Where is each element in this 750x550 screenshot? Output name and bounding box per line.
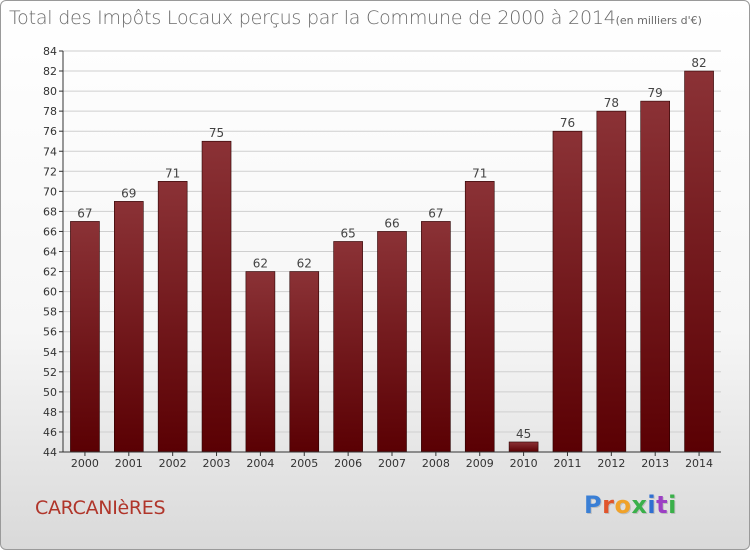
y-tick-label: 68: [43, 205, 57, 218]
y-tick-label: 70: [43, 185, 57, 198]
y-tick-label: 74: [43, 145, 57, 158]
value-label: 82: [691, 56, 706, 70]
bar-2013: [640, 100, 671, 453]
value-label: 67: [77, 206, 92, 220]
x-tick-label: 2011: [553, 457, 581, 470]
y-tick-label: 78: [43, 105, 57, 118]
x-tick-label: 2008: [422, 457, 450, 470]
bar-2012: [596, 110, 627, 453]
chart-title-main: Total des Impôts Locaux perçus par la Co…: [9, 7, 616, 29]
y-tick-label: 80: [43, 85, 57, 98]
value-label: 71: [472, 166, 487, 180]
y-tick-label: 48: [43, 406, 57, 419]
axes: 44 46 48 50 52 54 56 58 60 62 64 66 68 70 72 74 76 78 80 82…: [43, 45, 721, 470]
value-label: 75: [209, 126, 224, 140]
commune-name: CARCANIèRES: [35, 497, 166, 519]
logo-letter: P: [584, 491, 603, 519]
bar-2006: [333, 241, 363, 453]
value-label: 62: [253, 257, 268, 271]
bar-2014: [684, 70, 714, 453]
logo-letter: r: [602, 491, 615, 519]
x-tick-label: 2006: [334, 457, 362, 470]
x-tick-label: 2012: [597, 457, 625, 470]
proxiti-logo: Proxiti: [584, 491, 677, 519]
y-tick-label: 52: [43, 366, 57, 379]
y-tick-label: 72: [43, 165, 57, 178]
x-tick-label: 2007: [378, 457, 406, 470]
bar-2002: [157, 181, 188, 453]
bar-2003: [201, 140, 232, 453]
bar-2010: [508, 441, 539, 453]
y-tick-label: 62: [43, 266, 57, 279]
chart-title: Total des Impôts Locaux perçus par la Co…: [9, 7, 702, 29]
bars: [70, 70, 714, 453]
value-label: 71: [165, 166, 180, 180]
value-label: 76: [560, 116, 575, 130]
logo-letter: i: [647, 491, 657, 519]
logo-letter: t: [656, 491, 669, 519]
x-tick-label: 2000: [71, 457, 99, 470]
x-tick-label: 2004: [246, 457, 274, 470]
x-tick-label: 2001: [115, 457, 143, 470]
y-tick-label: 84: [43, 45, 57, 58]
bar-2004: [245, 271, 276, 453]
logo-letter: o: [614, 491, 632, 519]
bar-2007: [377, 231, 407, 453]
x-tick-label: 2013: [641, 457, 669, 470]
value-label: 45: [516, 427, 531, 441]
y-tick-label: 64: [43, 246, 57, 259]
value-label: 78: [604, 96, 619, 110]
y-tick-label: 56: [43, 326, 57, 339]
value-label: 69: [121, 186, 136, 200]
y-tick-label: 58: [43, 306, 57, 319]
bar-2000: [70, 221, 100, 453]
x-tick-label: 2010: [510, 457, 538, 470]
logo-letter: x: [631, 491, 648, 519]
bar-2011: [552, 130, 583, 453]
chart-title-unit: (en milliers d'€): [615, 14, 702, 27]
y-tick-label: 54: [43, 346, 57, 359]
value-label: 62: [297, 257, 312, 271]
x-tick-label: 2002: [159, 457, 187, 470]
bar-2005: [289, 271, 320, 453]
bar-2009: [464, 181, 495, 453]
y-tick-label: 44: [43, 446, 57, 459]
value-label: 79: [648, 86, 663, 100]
y-tick-label: 46: [43, 426, 57, 439]
y-tick-label: 82: [43, 65, 57, 78]
bar-2008: [421, 221, 451, 453]
x-tick-label: 2005: [290, 457, 318, 470]
value-label: 66: [384, 216, 399, 230]
value-label: 65: [340, 226, 355, 240]
y-tick-label: 66: [43, 225, 57, 238]
x-tick-label: 2009: [466, 457, 494, 470]
logo-letter: i: [668, 491, 677, 519]
x-tick-label: 2014: [685, 457, 713, 470]
x-tick-label: 2003: [203, 457, 231, 470]
bar-2001: [114, 201, 144, 453]
value-labels: 67 69 71 75 62 62 65 66 67 71 45 76 78 79 82: [77, 56, 706, 441]
y-tick-label: 76: [43, 125, 57, 138]
value-label: 67: [428, 206, 443, 220]
y-tick-label: 60: [43, 286, 57, 299]
y-tick-label: 50: [43, 386, 57, 399]
